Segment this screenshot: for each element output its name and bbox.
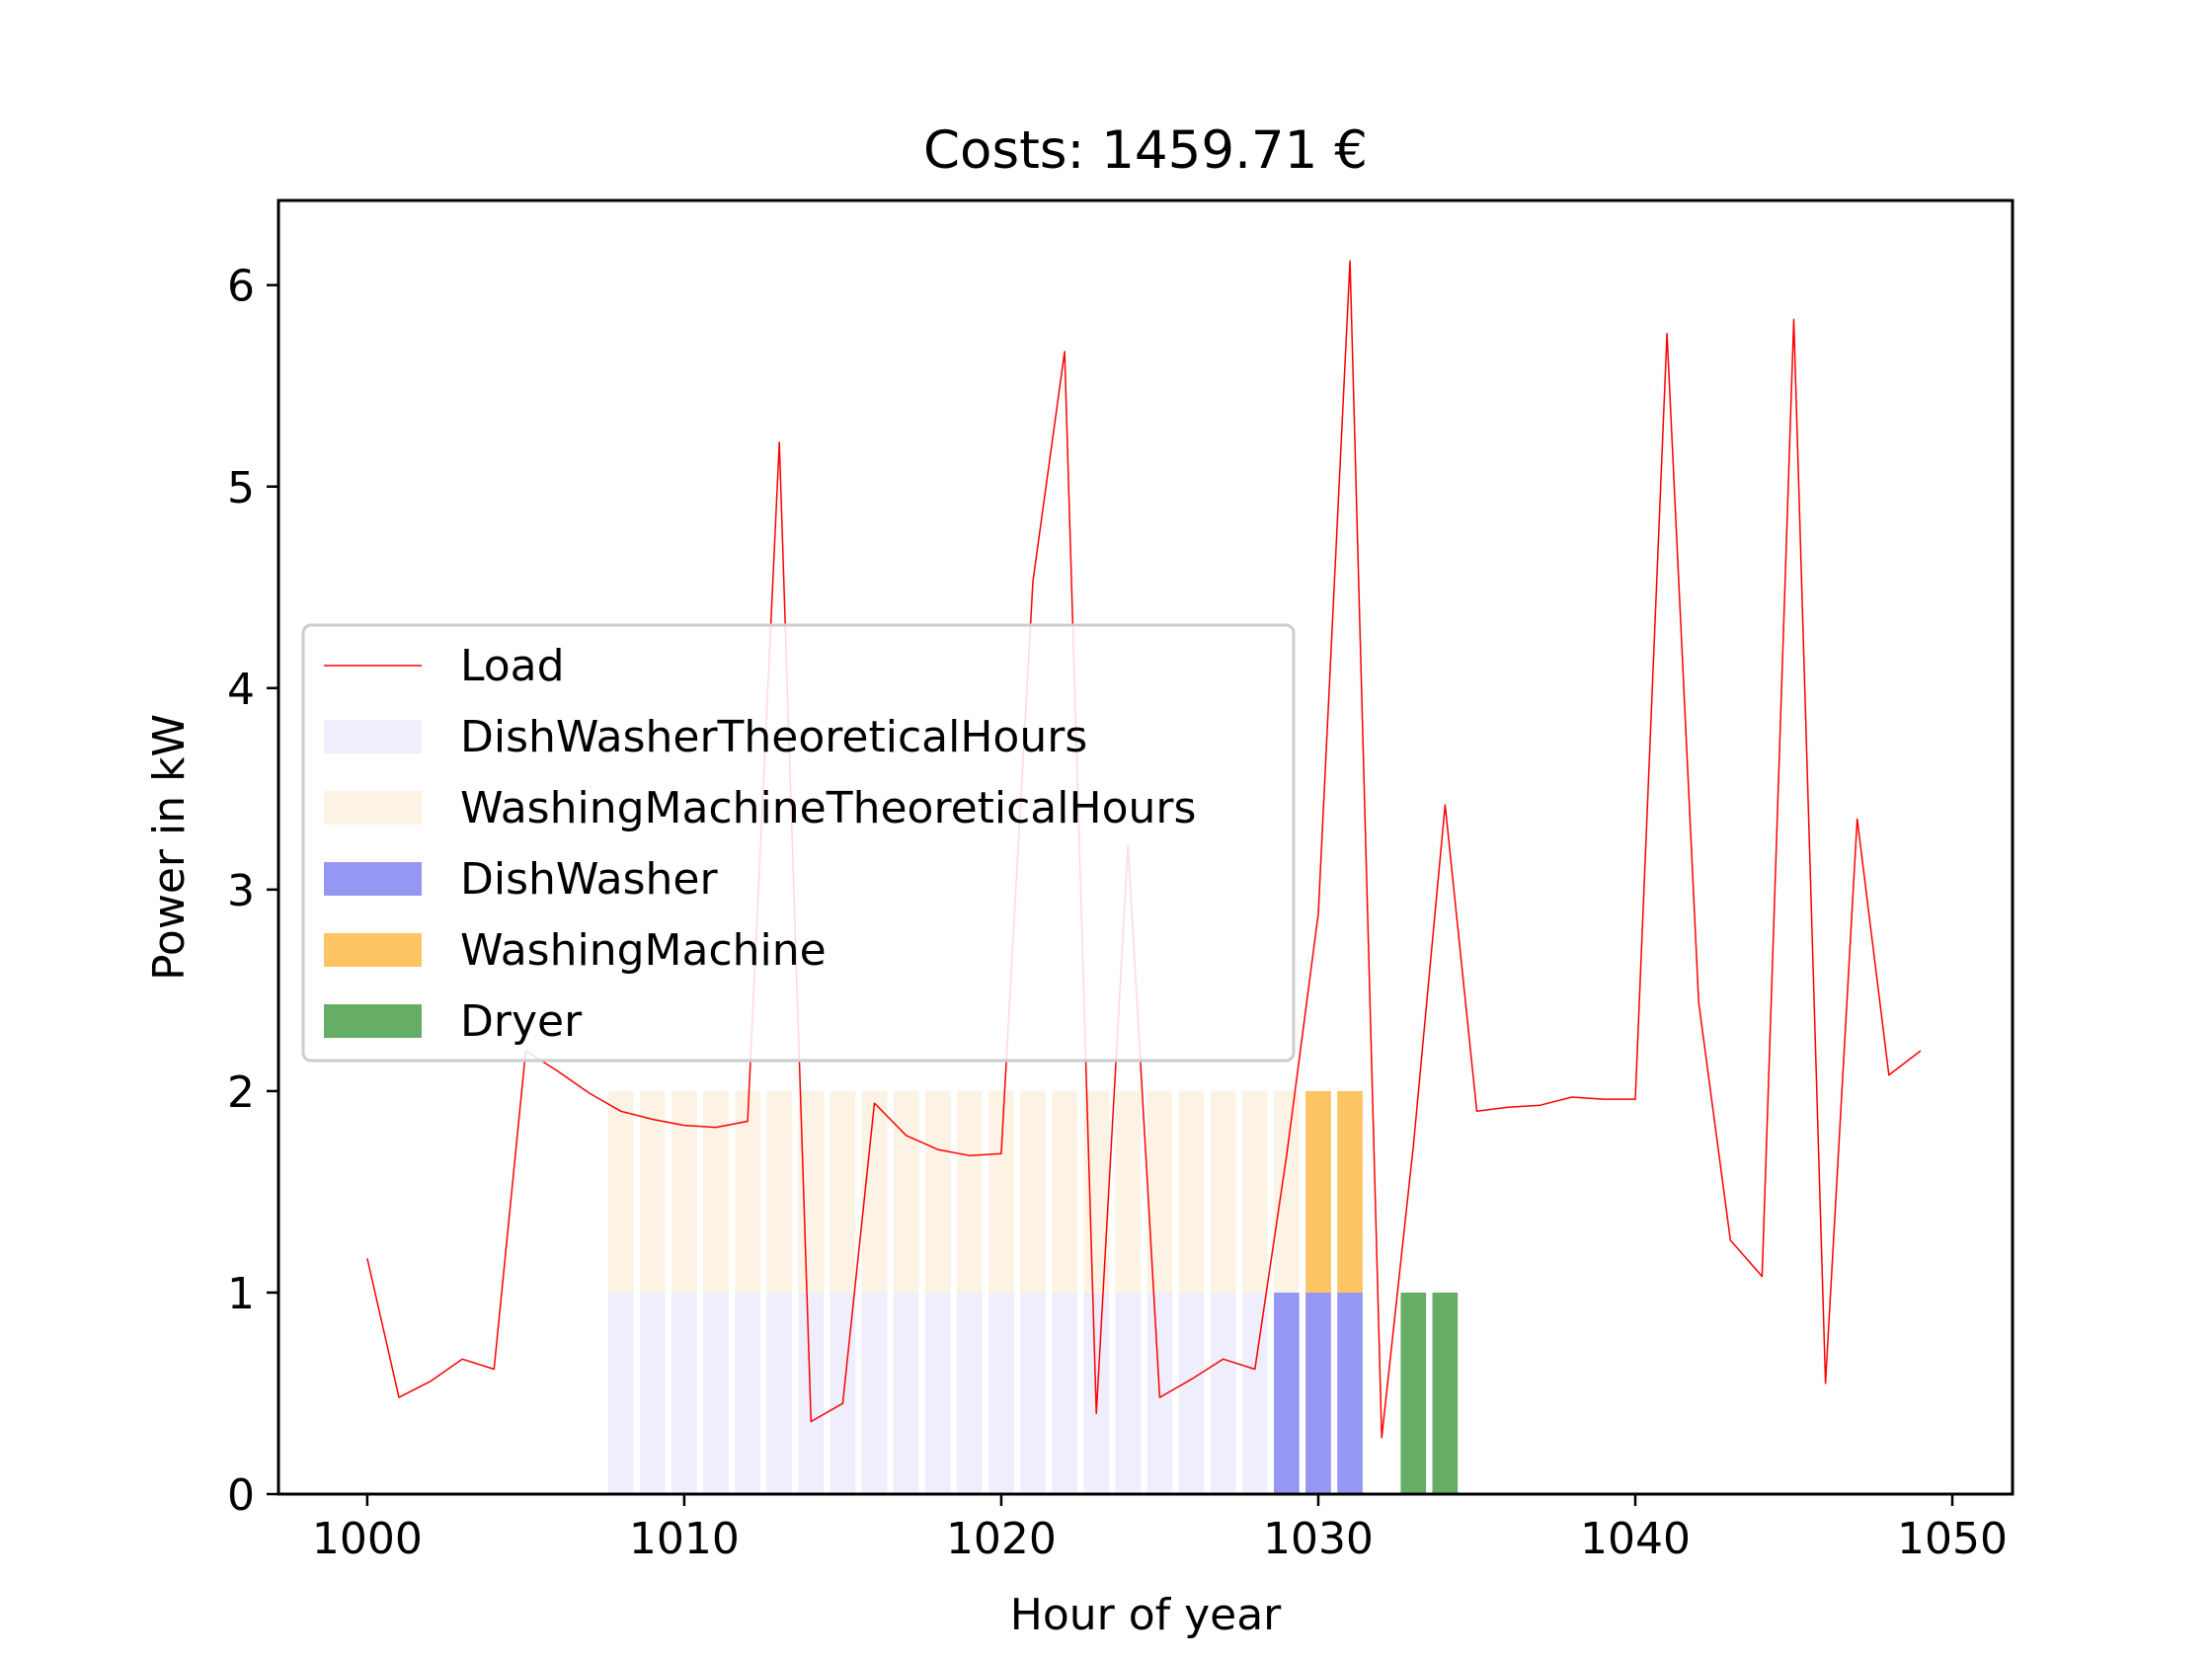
washing-machine-theoretical-hours-bar — [1178, 1090, 1205, 1293]
dish-washer-bar — [1337, 1292, 1363, 1494]
washing-machine-theoretical-hours-bar — [1052, 1090, 1077, 1293]
dish-washer-theoretical-hours-bar — [766, 1292, 793, 1494]
dish-washer-theoretical-hours-bar — [607, 1292, 634, 1494]
dish-washer-theoretical-hours-bar — [956, 1292, 983, 1494]
washing-machine-theoretical-hours-bar — [956, 1090, 983, 1293]
y-tick-label: 1 — [227, 1269, 255, 1319]
chart-title: Costs: 1459.71 € — [923, 120, 1368, 181]
legend-label-load: Load — [460, 641, 565, 691]
dish-washer-theoretical-hours-bar — [735, 1292, 760, 1494]
x-tick-label: 1010 — [629, 1514, 740, 1564]
x-tick-label: 1020 — [946, 1514, 1057, 1564]
legend: Load DishWasherTheoreticalHours WashingMac… — [301, 623, 1296, 1063]
dish-washer-bar — [1274, 1292, 1300, 1494]
washing-machine-theoretical-hours-bar — [639, 1090, 666, 1293]
x-axis: 1000 1010 1020 1030 1040 1050 — [312, 1494, 2008, 1564]
y-tick-label: 4 — [227, 665, 255, 715]
y-tick-label: 2 — [227, 1067, 255, 1118]
legend-label-washing-machine-theoretical-hours: WashingMachineTheoreticalHours — [460, 783, 1196, 833]
y-tick-label: 3 — [227, 866, 255, 916]
washing-machine-theoretical-hours-bar — [798, 1090, 825, 1293]
dish-washer-theoretical-hours-bar — [1052, 1292, 1077, 1494]
washing-machine-theoretical-hours-bar — [672, 1090, 697, 1293]
washing-machine-theoretical-hours-bar — [861, 1090, 888, 1293]
legend-label-dish-washer: DishWasher — [460, 854, 718, 905]
x-tick-label: 1000 — [312, 1514, 423, 1564]
bar-layer — [607, 1090, 1459, 1494]
dish-washer-theoretical-hours-bar — [798, 1292, 825, 1494]
dish-washer-theoretical-hours-bar — [1178, 1292, 1205, 1494]
line-layer — [366, 260, 1922, 1439]
y-axis: 0 1 2 3 4 5 6 — [227, 262, 278, 1521]
washing-machine-bar — [1305, 1090, 1331, 1293]
dish-washer-theoretical-hours-bar — [924, 1292, 951, 1494]
dish-washer-theoretical-hours-bar — [703, 1292, 729, 1494]
legend-swatch-washing-machine-theoretical-hours — [324, 791, 422, 825]
dish-washer-theoretical-hours-bar — [893, 1292, 919, 1494]
y-tick-label: 0 — [227, 1470, 255, 1521]
dish-washer-theoretical-hours-bar — [1020, 1292, 1046, 1494]
washing-machine-theoretical-hours-bar — [1241, 1090, 1268, 1293]
washing-machine-theoretical-hours-bar — [1146, 1090, 1173, 1293]
legend-label-dryer: Dryer — [460, 996, 583, 1047]
legend-label-washing-machine: WashingMachine — [460, 925, 827, 976]
y-axis-title: Power in kW — [144, 714, 195, 981]
washing-machine-theoretical-hours-bar — [1020, 1090, 1046, 1293]
washing-machine-theoretical-hours-bar — [830, 1090, 856, 1293]
washing-machine-theoretical-hours-bar — [1274, 1090, 1300, 1293]
x-axis-title: Hour of year — [1010, 1590, 1282, 1640]
washing-machine-theoretical-hours-bar — [766, 1090, 793, 1293]
load-series-line — [366, 260, 1922, 1439]
legend-swatch-dish-washer — [324, 862, 422, 896]
dryer-bar — [1400, 1292, 1427, 1494]
dish-washer-bar — [1305, 1292, 1331, 1494]
washing-machine-theoretical-hours-bar — [988, 1090, 1014, 1293]
legend-box — [301, 623, 1296, 1063]
washing-machine-theoretical-hours-bar — [735, 1090, 760, 1293]
legend-swatch-washing-machine — [324, 933, 422, 967]
legend-swatch-dish-washer-theoretical-hours — [324, 720, 422, 753]
x-tick-label: 1030 — [1263, 1514, 1374, 1564]
dish-washer-theoretical-hours-bar — [672, 1292, 697, 1494]
dish-washer-theoretical-hours-bar — [639, 1292, 666, 1494]
washing-machine-theoretical-hours-bar — [1210, 1090, 1236, 1293]
legend-label-dish-washer-theoretical-hours: DishWasherTheoreticalHours — [460, 712, 1087, 762]
washing-machine-theoretical-hours-bar — [607, 1090, 634, 1293]
washing-machine-theoretical-hours-bar — [924, 1090, 951, 1293]
dish-washer-theoretical-hours-bar — [988, 1292, 1014, 1494]
dish-washer-theoretical-hours-bar — [1210, 1292, 1236, 1494]
x-tick-label: 1040 — [1580, 1514, 1691, 1564]
dryer-bar — [1432, 1292, 1459, 1494]
legend-swatch-dryer — [324, 1004, 422, 1038]
washing-machine-bar — [1337, 1090, 1363, 1293]
dish-washer-theoretical-hours-bar — [1115, 1292, 1142, 1494]
dish-washer-theoretical-hours-bar — [861, 1292, 888, 1494]
washing-machine-theoretical-hours-bar — [1115, 1090, 1142, 1293]
washing-machine-theoretical-hours-bar — [703, 1090, 729, 1293]
y-tick-label: 5 — [227, 463, 255, 514]
dish-washer-theoretical-hours-bar — [1241, 1292, 1268, 1494]
plot-frame — [276, 198, 2014, 1496]
washing-machine-theoretical-hours-bar — [893, 1090, 919, 1293]
y-tick-label: 6 — [227, 262, 255, 312]
x-tick-label: 1050 — [1897, 1514, 2008, 1564]
